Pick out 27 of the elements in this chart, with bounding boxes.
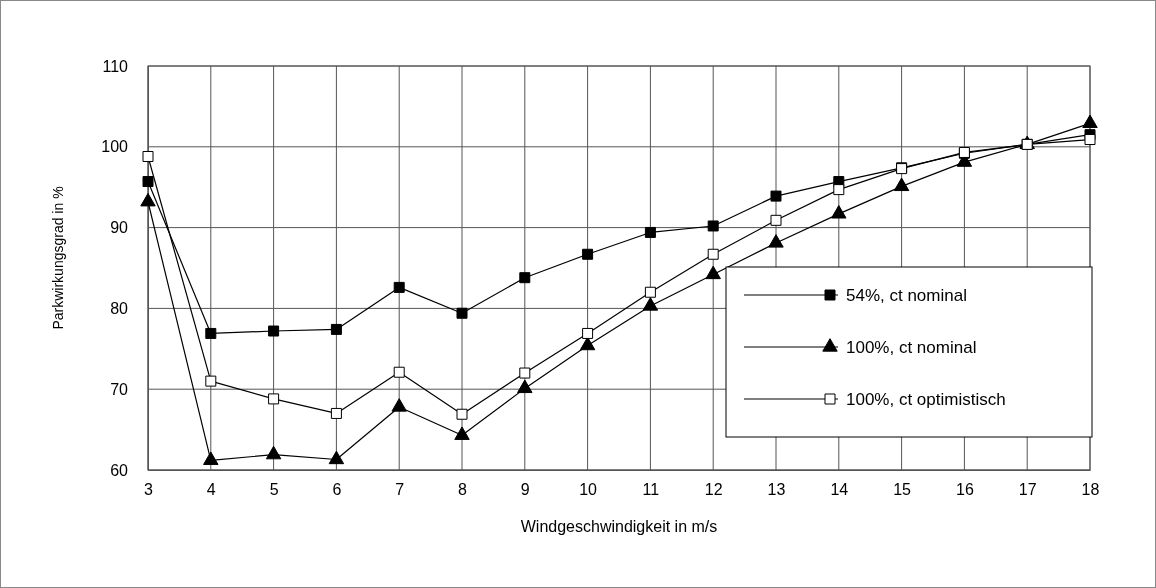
- y-tick-label: 80: [110, 300, 129, 318]
- x-axis-title: Windgeschwindigkeit in m/s: [520, 518, 718, 535]
- y-tick-label: 110: [102, 57, 129, 75]
- y-tick-label: 70: [110, 380, 129, 398]
- x-tick-label: 8: [458, 481, 468, 499]
- legend-label: 100%, ct optimistisch: [846, 389, 1006, 409]
- legend-label: 54%, ct nominal: [846, 285, 967, 305]
- x-tick-label: 15: [893, 481, 912, 499]
- x-tick-label: 3: [144, 481, 154, 499]
- x-tick-label: 5: [269, 481, 279, 499]
- x-tick-label: 7: [395, 481, 405, 499]
- x-tick-label: 16: [956, 481, 974, 499]
- x-tick-label: 18: [1081, 481, 1100, 499]
- x-tick-label: 12: [704, 481, 723, 499]
- y-axis-title: Parkwirkungsgrad in %: [49, 186, 66, 330]
- x-tick-label: 4: [206, 481, 216, 499]
- x-tick-label: 10: [579, 481, 598, 499]
- x-tick-label: 14: [830, 481, 849, 499]
- y-tick-label: 100: [101, 138, 129, 156]
- y-tick-label: 90: [110, 219, 129, 237]
- x-tick-label: 11: [642, 481, 660, 499]
- x-tick-label: 17: [1018, 481, 1037, 499]
- x-tick-label: 13: [767, 481, 786, 499]
- x-tick-label: 6: [332, 481, 342, 499]
- y-tick-label: 60: [110, 461, 129, 479]
- x-tick-label: 9: [520, 481, 530, 499]
- legend-label: 100%, ct nominal: [846, 337, 977, 357]
